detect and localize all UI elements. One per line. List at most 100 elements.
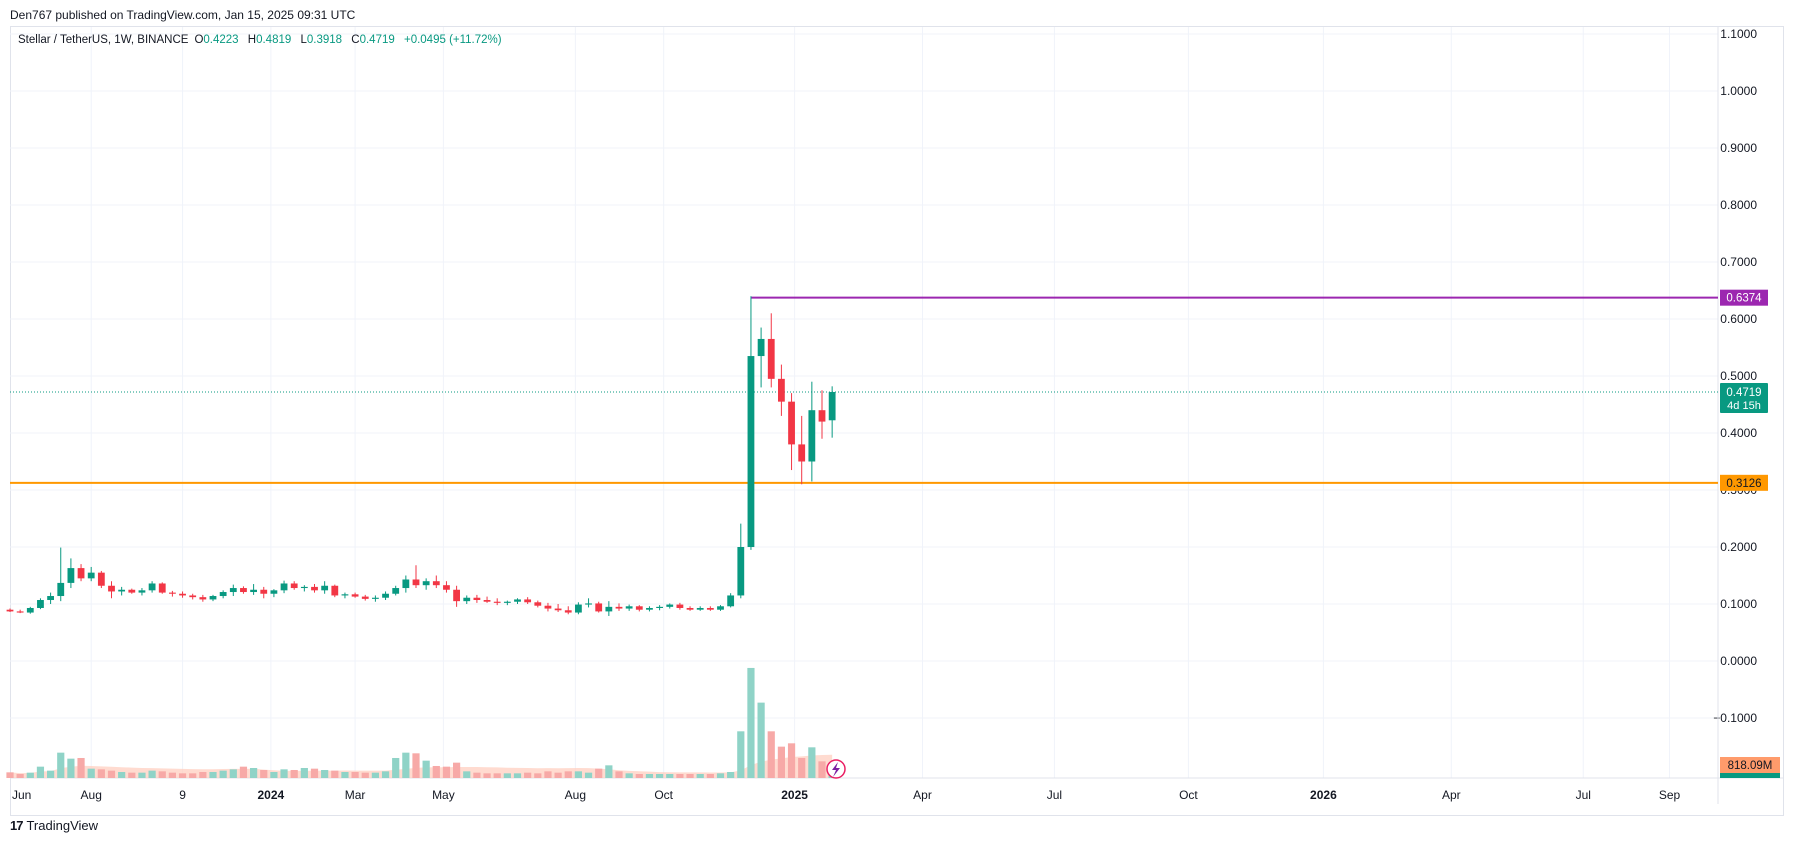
candle-body	[605, 606, 613, 612]
volume-bar	[716, 773, 725, 778]
high-value: 0.4819	[256, 34, 292, 46]
candle-body	[798, 444, 806, 462]
candle-body	[199, 597, 207, 600]
candle-body	[737, 547, 745, 596]
candle-body	[554, 608, 562, 611]
grid-lines	[10, 27, 1718, 778]
price-tick-label: 0.0000	[1720, 654, 1757, 668]
volume-bar	[666, 773, 674, 778]
volume-bar	[219, 770, 227, 778]
candle-body	[595, 603, 603, 612]
volume-bar	[656, 773, 664, 778]
time-tick-label: 2026	[1310, 788, 1337, 802]
countdown-label: 4d 15h	[1727, 400, 1761, 412]
volume-bar	[798, 757, 806, 778]
candle-body	[351, 594, 359, 597]
resistance-price-label: 0.6374	[1726, 293, 1762, 305]
candle-body	[747, 356, 755, 547]
candle-body	[108, 585, 115, 592]
time-tick-label: Aug	[565, 788, 586, 802]
candle-body	[57, 582, 65, 597]
candle-body	[818, 410, 826, 422]
volume-bar	[300, 767, 308, 778]
time-tick-label: Oct	[1179, 788, 1198, 802]
volume-bar	[534, 773, 542, 778]
candle-body	[615, 606, 623, 609]
brand-label: TradingView	[26, 818, 99, 833]
time-tick-label: 9	[179, 788, 186, 802]
candle-body	[270, 590, 278, 594]
candle-body	[544, 605, 552, 609]
volume-bar	[148, 770, 156, 778]
volume-bar	[635, 773, 643, 778]
volume-bar	[737, 731, 745, 778]
candle-body	[585, 603, 592, 605]
volume-bar	[676, 773, 684, 778]
volume-bar	[574, 771, 582, 778]
candle-body	[422, 581, 430, 586]
candle-body	[229, 588, 237, 593]
volume-bar	[615, 771, 623, 778]
price-tick-label: 1.1000	[1720, 27, 1757, 41]
volume-bar	[584, 772, 593, 778]
volume-bar	[87, 768, 95, 778]
volume-bar	[178, 773, 187, 778]
symbol-label: Stellar / TetherUS, 1W, BINANCE	[18, 34, 189, 46]
volume-bar	[371, 772, 379, 778]
last-price-label: 0.4719	[1726, 387, 1761, 399]
candle-body	[372, 597, 379, 599]
low-value: 0.3918	[306, 34, 343, 46]
last-price-tag	[1720, 383, 1768, 414]
volume-bar	[138, 772, 146, 778]
volume-bar	[77, 757, 85, 778]
candle-body	[280, 583, 288, 591]
volume-bar	[767, 731, 775, 778]
candle-body	[37, 600, 44, 608]
volume-bar	[250, 767, 258, 778]
candle-body	[361, 596, 369, 599]
candle-body	[118, 589, 126, 592]
publish-caption: Den767 published on TradingView.com, Jan…	[10, 8, 356, 22]
close-value: 0.4719	[359, 34, 395, 46]
volume-bar	[402, 752, 410, 778]
candle-body	[666, 604, 674, 607]
tradingview-logo-icon: 17	[10, 818, 24, 833]
chart-frame	[10, 26, 1784, 816]
candle-body	[321, 585, 329, 591]
time-tick-label: May	[432, 788, 455, 802]
price-tick-label: −0.1000	[1713, 711, 1757, 725]
volume-bar	[16, 773, 24, 778]
candle-body	[808, 410, 816, 462]
footer-brand[interactable]: 17 TradingView	[10, 818, 98, 833]
candle-body	[828, 392, 836, 421]
candle-body	[503, 601, 511, 603]
close-label: C	[351, 34, 360, 46]
volume-bar	[321, 769, 329, 778]
candle-body	[77, 568, 85, 579]
candle-body	[453, 589, 460, 602]
volume-bar	[392, 757, 400, 778]
candle-body	[6, 609, 14, 612]
volume-bar	[57, 752, 65, 778]
volume-bar	[118, 771, 126, 778]
candle-body	[209, 596, 217, 600]
candle-body	[656, 606, 663, 608]
volume-bar	[361, 772, 369, 778]
time-tick-label: Apr	[913, 788, 932, 802]
volume-bar	[6, 772, 14, 778]
time-tick-label: Jul	[1047, 788, 1062, 802]
ohlc-legend: Stellar / TetherUS, 1W, BINANCE O0.4223 H…	[18, 34, 502, 46]
volume-bar	[36, 766, 45, 778]
candle-body	[260, 589, 268, 594]
candle-body	[646, 607, 653, 610]
candle-body	[250, 589, 257, 593]
price-tick-label: 0.9000	[1720, 141, 1757, 155]
candle-body	[300, 586, 308, 589]
candle-body	[331, 585, 339, 596]
candle-body	[382, 593, 389, 598]
volume-bar	[625, 773, 633, 778]
resistance-price-tag	[1720, 289, 1768, 306]
volume-bar	[696, 773, 704, 778]
volume-bar	[199, 771, 207, 778]
